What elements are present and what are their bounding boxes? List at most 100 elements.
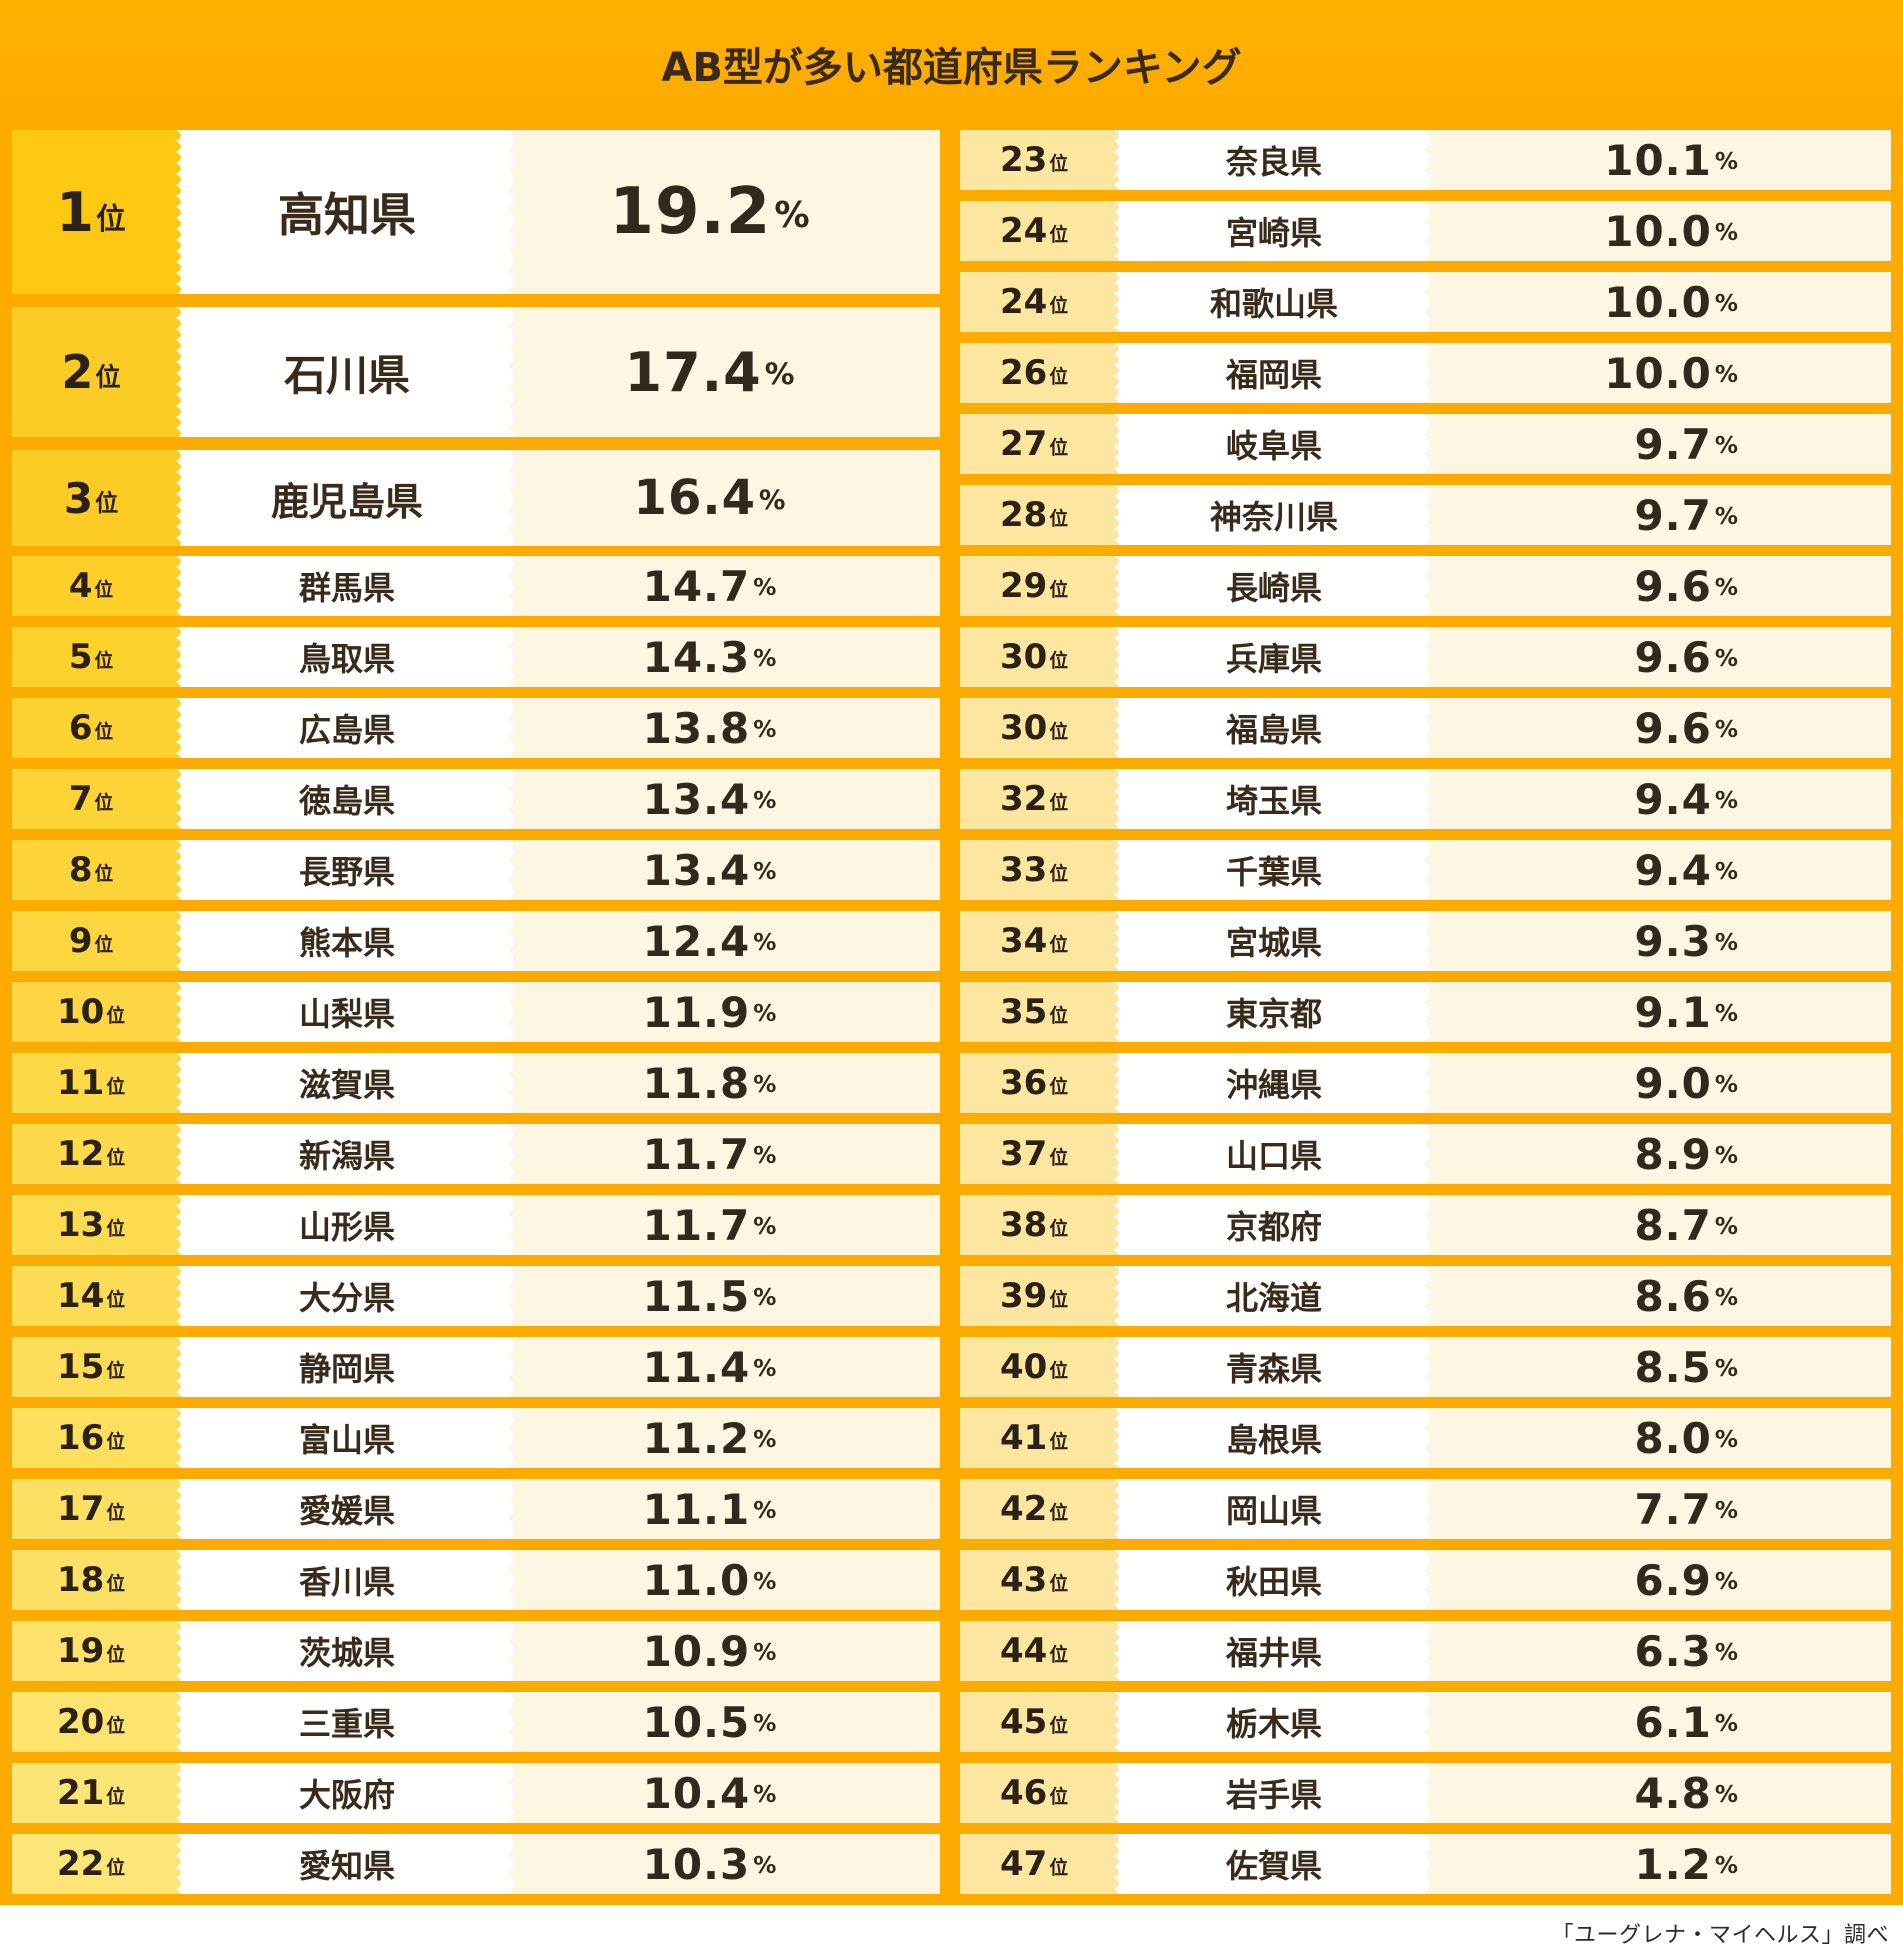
ranking-row: 7 位徳島県 13.4% <box>12 769 940 829</box>
rank-cell: 22 位 <box>12 1834 170 1894</box>
value-number: 11.7 <box>642 1129 751 1179</box>
rank-cell: 19 位 <box>12 1621 170 1681</box>
value-number: 8.5 <box>1634 1342 1712 1392</box>
name-wavy-edge <box>508 1053 520 1113</box>
value-unit: % <box>1714 1143 1739 1170</box>
prefecture-name: 埼玉県 <box>1124 769 1424 829</box>
rank-suffix: 位 <box>1049 1219 1068 1241</box>
rank-suffix: 位 <box>106 1432 125 1454</box>
value-number: 11.5 <box>642 1271 751 1321</box>
value-unit: % <box>1714 1001 1739 1028</box>
name-wavy-edge <box>1424 627 1436 687</box>
rank-number: 47 <box>999 1844 1048 1884</box>
name-wavy-edge <box>508 130 520 294</box>
rank-scallop-edge <box>170 1266 186 1326</box>
rank-scallop-edge <box>1108 627 1124 687</box>
rank-cell: 17 位 <box>12 1479 170 1539</box>
rank-number: 45 <box>999 1702 1048 1742</box>
rank-cell: 40 位 <box>960 1337 1108 1397</box>
value-unit: % <box>1714 220 1739 247</box>
ranking-row: 22 位愛知県 10.3% <box>12 1834 940 1894</box>
name-wavy-edge <box>1424 840 1436 900</box>
ranking-row: 36 位沖縄県 9.0% <box>960 1053 1891 1113</box>
prefecture-name: 茨城県 <box>186 1621 508 1681</box>
name-wavy-edge <box>508 1479 520 1539</box>
name-wavy-edge <box>508 840 520 900</box>
ranking-row: 4 位群馬県 14.7% <box>12 556 940 616</box>
value-unit: % <box>1714 1853 1739 1880</box>
value-number: 14.7 <box>642 561 751 611</box>
value-number: 6.1 <box>1634 1697 1712 1747</box>
rank-number: 23 <box>999 140 1048 180</box>
ranking-row: 29 位長崎県 9.6% <box>960 556 1891 616</box>
prefecture-name: 宮崎県 <box>1124 201 1424 261</box>
rank-scallop-edge <box>170 627 186 687</box>
value-unit: % <box>1714 859 1739 886</box>
rank-suffix: 位 <box>1049 1858 1068 1880</box>
rank-cell: 34 位 <box>960 911 1108 971</box>
name-wavy-edge <box>1424 1337 1436 1397</box>
value-unit: % <box>753 930 778 957</box>
value-unit: % <box>774 195 811 237</box>
percentage-value: 10.0% <box>1436 272 1891 332</box>
percentage-value: 4.8% <box>1436 1763 1891 1823</box>
rank-suffix: 位 <box>1049 722 1068 744</box>
value-unit: % <box>1714 149 1739 176</box>
value-unit: % <box>753 1782 778 1809</box>
prefecture-name: 福井県 <box>1124 1621 1424 1681</box>
ranking-row: 33 位千葉県 9.4% <box>960 840 1891 900</box>
percentage-value: 8.0% <box>1436 1408 1891 1468</box>
ranking-row: 24 位和歌山県 10.0% <box>960 272 1891 332</box>
rank-cell: 13 位 <box>12 1195 170 1255</box>
ranking-row: 35 位東京都 9.1% <box>960 982 1891 1042</box>
name-wavy-edge <box>1424 1408 1436 1468</box>
rank-scallop-edge <box>1108 1408 1124 1468</box>
rank-scallop-edge <box>1108 201 1124 261</box>
rank-cell: 45 位 <box>960 1692 1108 1752</box>
value-number: 14.3 <box>642 632 751 682</box>
percentage-value: 11.7% <box>520 1124 940 1184</box>
rank-suffix: 位 <box>1049 1361 1068 1383</box>
rank-scallop-edge <box>170 1621 186 1681</box>
rank-scallop-edge <box>170 1124 186 1184</box>
rank-scallop-edge <box>1108 698 1124 758</box>
rank-number: 8 <box>68 850 93 890</box>
rank-cell: 44 位 <box>960 1621 1108 1681</box>
rank-number: 20 <box>56 1702 105 1742</box>
rank-number: 2 <box>61 345 94 399</box>
rank-number: 6 <box>68 708 93 748</box>
rank-cell: 26 位 <box>960 343 1108 403</box>
rank-suffix: 位 <box>106 1645 125 1667</box>
value-unit: % <box>753 1214 778 1241</box>
rank-suffix: 位 <box>1049 1290 1068 1312</box>
value-unit: % <box>753 1569 778 1596</box>
rank-cell: 18 位 <box>12 1550 170 1610</box>
rank-number: 27 <box>999 424 1048 464</box>
rank-cell: 42 位 <box>960 1479 1108 1539</box>
rank-suffix: 位 <box>1049 580 1068 602</box>
ranking-row: 32 位埼玉県 9.4% <box>960 769 1891 829</box>
name-wavy-edge <box>1424 769 1436 829</box>
rank-suffix: 位 <box>106 1290 125 1312</box>
name-wavy-edge <box>508 769 520 829</box>
name-wavy-edge <box>508 1337 520 1397</box>
rank-suffix: 位 <box>106 1716 125 1738</box>
rank-scallop-edge <box>1108 414 1124 474</box>
rank-cell: 14 位 <box>12 1266 170 1326</box>
percentage-value: 9.6% <box>1436 698 1891 758</box>
rank-cell: 36 位 <box>960 1053 1108 1113</box>
percentage-value: 9.3% <box>1436 911 1891 971</box>
rank-suffix: 位 <box>106 1361 125 1383</box>
rank-suffix: 位 <box>1049 1645 1068 1667</box>
rank-number: 41 <box>999 1418 1048 1458</box>
rank-scallop-edge <box>170 1763 186 1823</box>
percentage-value: 6.1% <box>1436 1692 1891 1752</box>
percentage-value: 11.7% <box>520 1195 940 1255</box>
percentage-value: 10.5% <box>520 1692 940 1752</box>
rank-scallop-edge <box>170 450 186 546</box>
prefecture-name: 大分県 <box>186 1266 508 1326</box>
rank-scallop-edge <box>170 1195 186 1255</box>
rank-number: 34 <box>999 921 1048 961</box>
